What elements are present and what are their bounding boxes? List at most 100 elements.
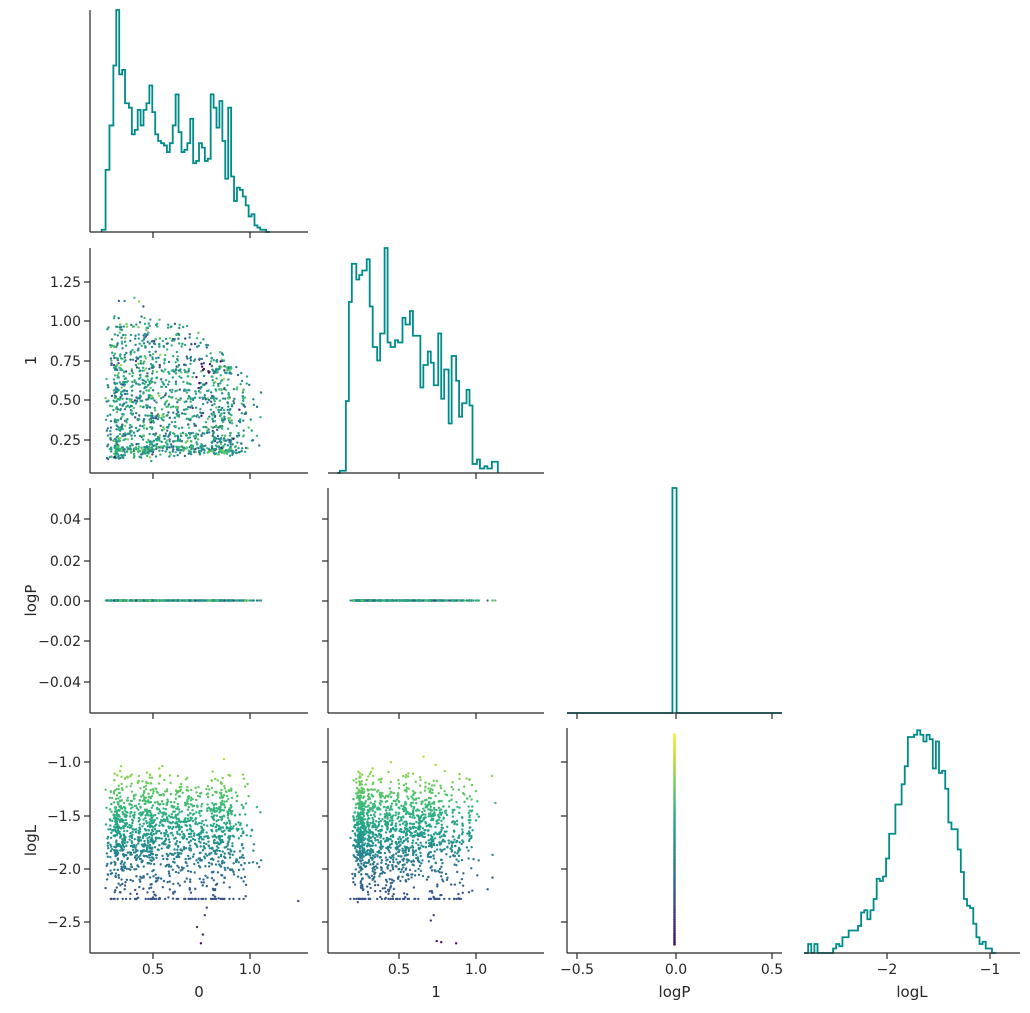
scatter-point <box>132 452 136 456</box>
scatter-point <box>168 455 171 458</box>
scatter-point <box>187 426 191 429</box>
scatter-point <box>117 299 121 303</box>
scatter-point <box>166 342 169 345</box>
scatter-point <box>138 424 142 427</box>
scatter-point <box>119 357 123 360</box>
scatter-point <box>113 418 117 421</box>
scatter-point <box>130 434 133 437</box>
scatter-point <box>171 450 175 453</box>
scatter-point <box>142 305 145 308</box>
scatter-point <box>181 599 184 602</box>
scatter-point <box>131 879 135 883</box>
scatter-point <box>140 399 144 403</box>
scatter-point <box>115 325 118 328</box>
scatter-point <box>112 801 116 804</box>
scatter-point <box>212 411 215 414</box>
scatter-point <box>149 443 152 446</box>
scatter-point <box>206 785 210 788</box>
scatter-point <box>252 398 255 401</box>
scatter-point <box>121 427 124 431</box>
scatter-point <box>121 347 124 350</box>
scatter-point <box>189 397 192 401</box>
scatter-point <box>113 352 117 355</box>
scatter-point <box>138 383 141 386</box>
scatter-point <box>217 409 221 412</box>
scatter-point <box>139 453 143 456</box>
scatter-point <box>203 396 207 399</box>
panel-0-0 <box>89 9 308 238</box>
scatter-point <box>240 834 243 838</box>
scatter-point <box>138 823 142 826</box>
scatter-point <box>114 421 117 424</box>
scatter-point <box>174 435 177 438</box>
scatter-point <box>180 439 184 443</box>
scatter-point <box>204 599 207 602</box>
scatter-point <box>166 326 170 329</box>
scatter-point <box>169 406 173 409</box>
scatter-point <box>150 806 154 809</box>
scatter-point <box>139 390 142 393</box>
scatter-point <box>379 599 382 602</box>
scatter-point <box>165 446 169 449</box>
scatter-point <box>164 385 168 389</box>
scatter-point <box>207 450 211 453</box>
scatter-point <box>161 339 165 343</box>
scatter-point <box>221 397 225 400</box>
scatter-point <box>383 599 386 602</box>
scatter-point <box>133 350 136 354</box>
scatter-point <box>176 409 179 412</box>
scatter-point <box>114 368 118 371</box>
scatter-point <box>125 322 128 326</box>
scatter-point <box>120 449 123 452</box>
scatter-point <box>138 397 141 400</box>
scatter-point <box>167 380 171 383</box>
scatter-point <box>148 350 151 354</box>
scatter-point <box>229 407 232 411</box>
scatter-point <box>106 328 109 331</box>
scatter-point <box>194 786 197 790</box>
scatter-point <box>115 357 118 360</box>
scatter-point <box>212 358 215 362</box>
scatter-point <box>135 366 139 369</box>
scatter-point <box>228 439 231 442</box>
scatter-point <box>125 325 129 328</box>
scatter-point <box>237 837 241 840</box>
scatter-point <box>193 450 196 454</box>
scatter-point <box>187 395 191 398</box>
scatter-point <box>183 388 186 391</box>
scatter-point <box>154 323 158 327</box>
scatter-point <box>168 880 171 883</box>
scatter-point <box>239 382 242 386</box>
scatter-point <box>219 360 222 363</box>
scatter-point <box>186 408 189 411</box>
scatter-point <box>172 354 175 358</box>
scatter-point <box>227 405 230 408</box>
scatter-point <box>183 897 187 901</box>
scatter-point <box>175 357 179 361</box>
scatter-point <box>145 326 148 330</box>
scatter-point <box>188 406 192 409</box>
scatter-point <box>183 454 187 458</box>
scatter-point <box>185 324 189 328</box>
scatter-point <box>178 375 181 378</box>
scatter-point <box>185 434 188 437</box>
scatter-point <box>118 331 121 334</box>
scatter-point <box>131 358 135 362</box>
scatter-point <box>113 374 117 377</box>
scatter-point <box>154 417 158 420</box>
scatter-point <box>192 435 196 438</box>
scatter-point <box>107 399 110 402</box>
scatter-point <box>240 402 243 405</box>
scatter-point <box>173 439 176 443</box>
scatter-point <box>142 362 145 365</box>
scatter-point <box>131 413 134 416</box>
scatter-point <box>176 411 180 414</box>
scatter-point <box>232 437 235 441</box>
scatter-point <box>109 599 112 602</box>
scatter-point <box>199 599 202 602</box>
scatter-point <box>186 371 189 374</box>
scatter-point <box>148 367 151 371</box>
scatter-point <box>232 388 236 391</box>
scatter-point <box>255 405 259 409</box>
scatter-point <box>250 429 253 432</box>
